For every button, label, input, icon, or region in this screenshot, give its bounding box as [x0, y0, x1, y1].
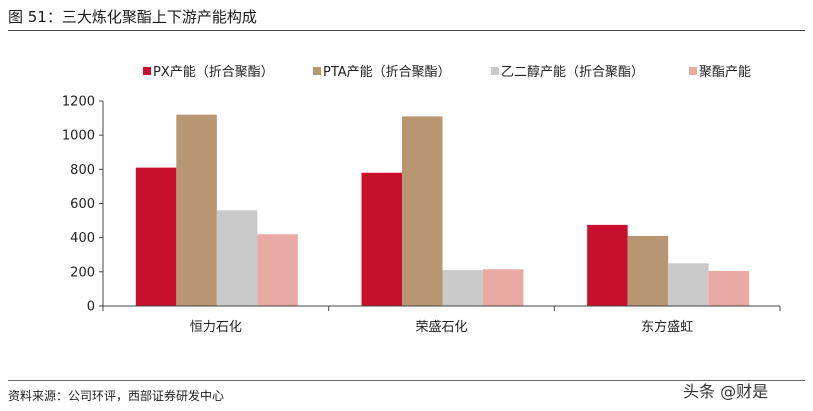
- title-rule: [8, 30, 805, 31]
- y-tick-label: 200: [70, 265, 95, 280]
- bar: [587, 224, 628, 306]
- legend-label: PX产能（折合聚酯）: [153, 65, 274, 80]
- legend-swatch: [313, 67, 321, 75]
- bar: [216, 210, 258, 306]
- x-axis: 恒力石化 荣盛石化 东方盛虹: [102, 305, 781, 335]
- bar: [361, 172, 402, 306]
- bar: [176, 114, 217, 307]
- bar: [135, 167, 177, 306]
- category-label: 东方盛虹: [641, 319, 693, 335]
- bar: [442, 270, 483, 306]
- source-note: 资料来源：公司环评，西部证券研发中心: [8, 389, 225, 403]
- legend-label: 乙二醇产能（折合聚酯）: [501, 64, 644, 80]
- legend-swatch: [491, 67, 499, 75]
- y-axis: 0 200 400 600 800 1000 1200: [62, 95, 104, 315]
- bar: [627, 235, 669, 306]
- legend: PX产能（折合聚酯） PTA产能（折合聚酯） 乙二醇产能（折合聚酯） 聚酯产能: [143, 64, 751, 80]
- legend-label: PTA产能（折合聚酯）: [323, 65, 451, 80]
- footer-rule: [8, 380, 805, 381]
- legend-swatch: [143, 67, 151, 75]
- legend-swatch: [689, 67, 697, 75]
- category-label: 荣盛石化: [415, 320, 467, 335]
- bar: [483, 269, 524, 306]
- y-tick-label: 0: [87, 300, 95, 315]
- bars: [135, 114, 750, 307]
- bar: [402, 116, 443, 306]
- watermark: 头条 @财是: [683, 382, 769, 401]
- bar: [257, 234, 298, 306]
- bar: [668, 263, 709, 306]
- y-tick-label: 1000: [62, 129, 95, 144]
- y-tick-label: 1200: [62, 95, 95, 110]
- category-label: 恒力石化: [190, 320, 242, 335]
- figure-title: 图 51：三大炼化聚酯上下游产能构成: [8, 8, 257, 26]
- y-tick-label: 800: [70, 163, 95, 178]
- bar: [708, 270, 750, 306]
- legend-label: 聚酯产能: [699, 65, 751, 80]
- y-tick-label: 400: [70, 231, 95, 246]
- y-tick-label: 600: [70, 197, 95, 212]
